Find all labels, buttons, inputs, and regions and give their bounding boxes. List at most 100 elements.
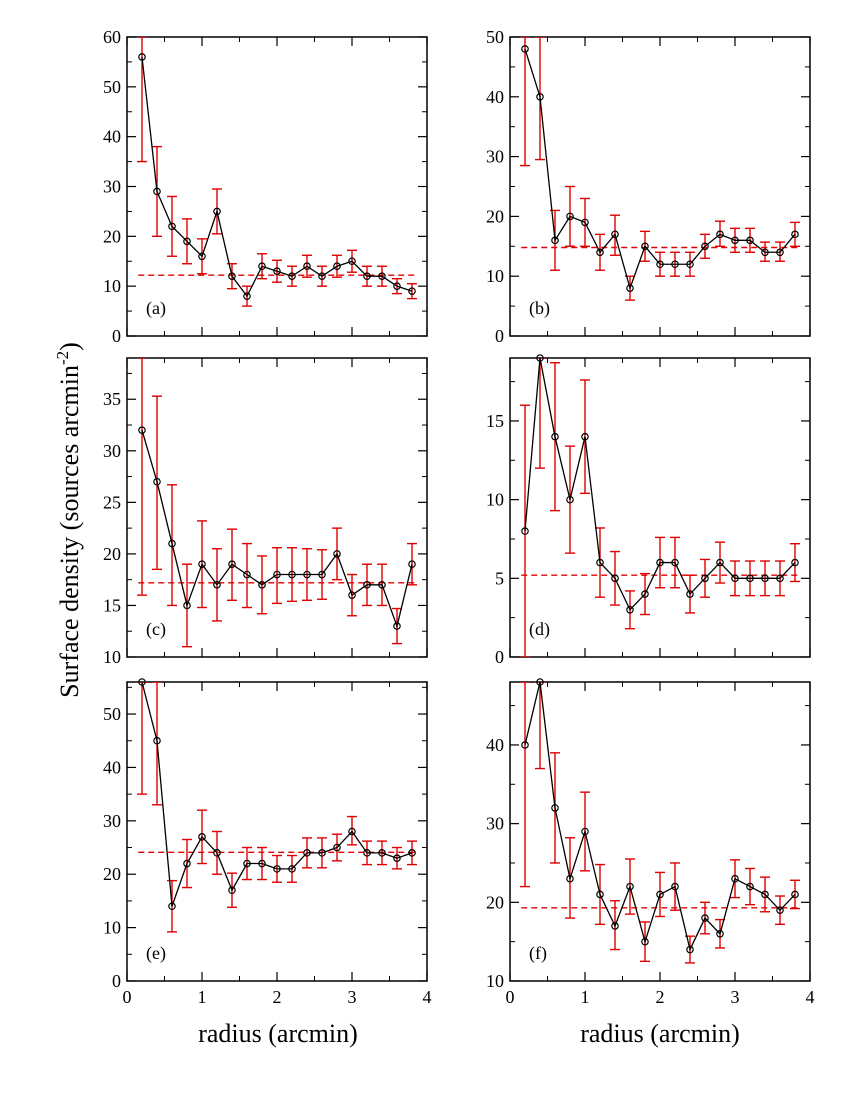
data-point [348,591,356,599]
data-point [243,859,251,868]
y-tick-label: 25 [103,492,121,512]
data-point [183,601,191,610]
panel-a: 0 10 20 30 40 50 60 (a) [103,27,428,346]
panel-d: 0 5 10 15 (d) [486,354,811,667]
data-point [776,906,784,914]
data-point [138,678,146,686]
data-point [138,426,146,434]
data-point [536,678,544,686]
data-point [536,354,544,362]
plot-area [137,682,417,933]
y-tick-label: 40 [103,127,121,147]
data-line [141,682,413,907]
data-point [656,890,664,899]
y-tick-label: 20 [103,864,121,884]
plot-area [520,682,800,964]
panel-label: (f) [529,943,547,964]
y-tick-label: 0 [495,326,504,346]
x-axis-label-left: radius (arcmin) [198,1019,358,1048]
data-point [626,882,634,891]
panel-label: (e) [146,943,166,964]
y-tick-label: 10 [486,266,504,286]
data-point [641,242,649,251]
panel-label: (c) [146,619,166,640]
data-point [333,843,341,852]
y-tick-label: 10 [486,971,504,991]
y-tick-label: 20 [486,206,504,226]
y-tick-label: 30 [103,811,121,831]
data-point [701,914,709,922]
data-point [213,581,221,589]
y-tick-label: 20 [103,226,121,246]
plot-area [520,358,800,657]
y-tick-label: 0 [495,647,504,667]
y-tick-label: 10 [103,647,121,667]
panel-label: (d) [529,619,550,640]
data-point [596,890,604,899]
y-tick-label: 50 [103,704,121,724]
data-point [168,902,176,911]
data-point [611,574,619,583]
data-point [273,865,281,873]
data-point [686,590,694,598]
data-point [626,605,634,614]
data-point [393,854,401,862]
data-point [776,574,784,583]
x-tick-label: 3 [348,987,357,1007]
data-point [228,560,236,569]
data-point [521,527,529,535]
data-point [761,574,769,583]
data-point [746,574,754,583]
data-point [348,257,356,266]
y-tick-label: 50 [103,77,121,97]
data-point [686,945,694,954]
data-point [153,187,161,196]
data-point [318,570,326,579]
data-point [716,230,724,239]
data-point [153,736,161,745]
x-tick-label: 4 [806,987,815,1007]
data-point [566,874,574,883]
y-tick-label: 10 [486,490,504,510]
y-tick-label: 0 [112,971,121,991]
data-point [716,558,724,567]
data-point [243,292,251,300]
data-point [671,558,679,567]
y-tick-label: 20 [103,544,121,564]
data-point [273,570,281,579]
panel-label: (b) [529,298,550,319]
data-point [303,570,311,579]
data-point [333,550,341,558]
data-point [243,570,251,579]
data-point [551,432,559,441]
data-point [318,849,326,857]
panel-b: 0 10 20 30 40 50 (b) [486,27,811,346]
y-tick-label: 10 [103,276,121,296]
data-point [228,886,236,895]
y-tick-label: 50 [486,27,504,47]
data-point [731,874,739,883]
y-tick-label: 30 [103,177,121,197]
data-point [656,558,664,567]
data-line [524,358,796,611]
data-point [378,272,386,281]
data-point [183,237,191,246]
y-tick-label: 5 [495,568,504,588]
data-point [521,45,529,53]
data-point [168,222,176,231]
data-point [566,212,574,221]
data-point [566,495,574,504]
data-point [761,248,769,257]
y-tick-label: 10 [103,918,121,938]
data-point [378,581,386,589]
y-tick-label: 60 [103,27,121,47]
data-line [141,429,413,629]
panel-label: (a) [146,298,166,319]
y-tick-label: 40 [486,735,504,755]
data-point [168,539,176,548]
data-point [626,284,634,292]
data-point [348,827,356,836]
y-tick-label: 30 [486,814,504,834]
